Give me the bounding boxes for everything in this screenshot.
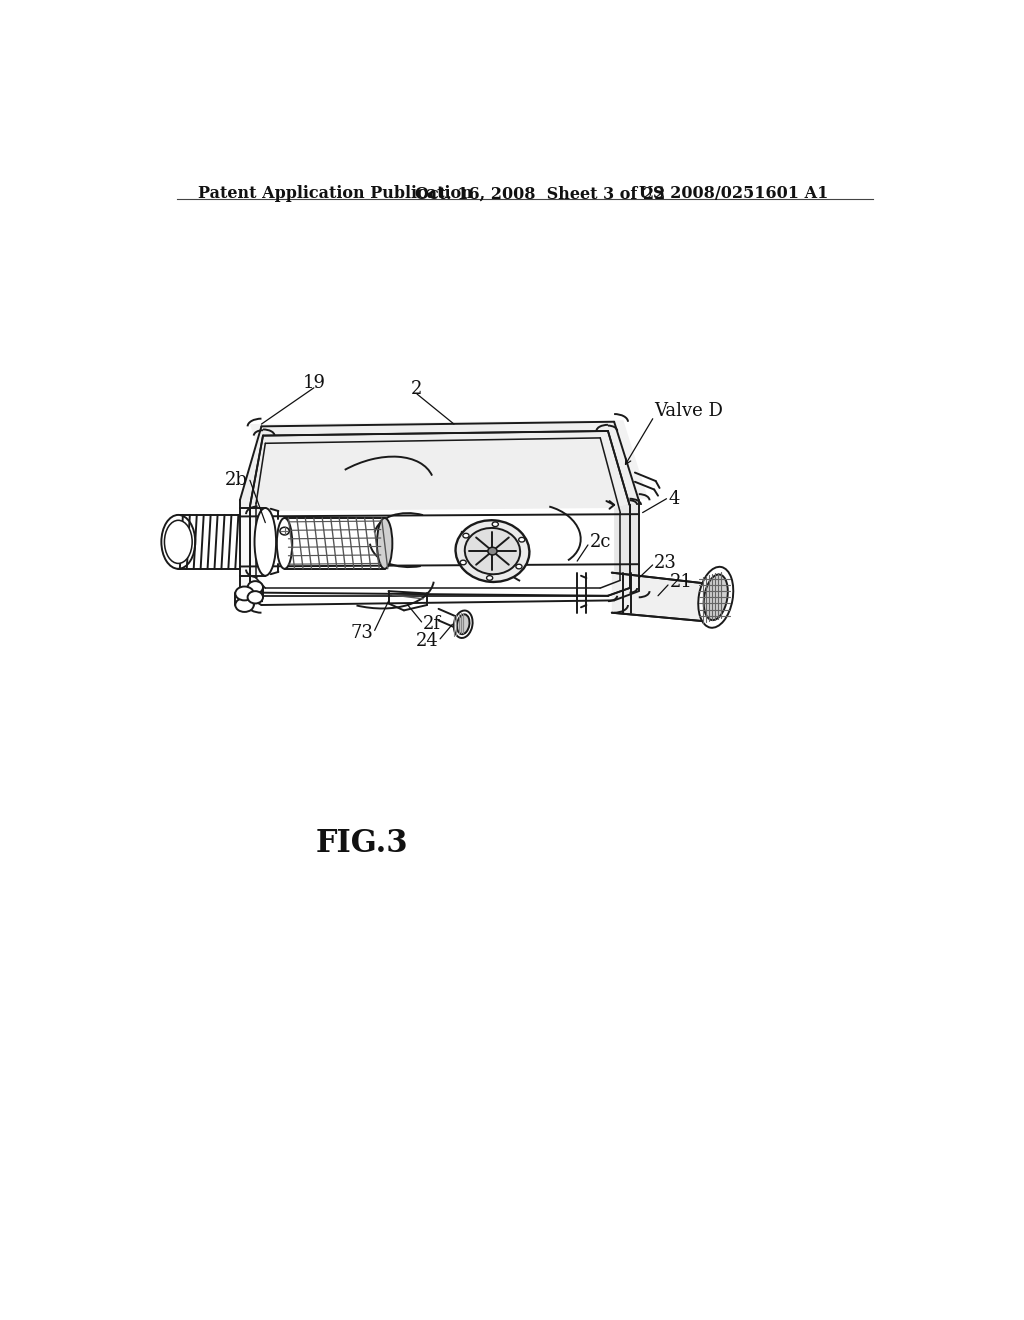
Text: Valve D: Valve D	[654, 403, 723, 420]
Ellipse shape	[703, 574, 728, 620]
Ellipse shape	[165, 520, 193, 564]
Polygon shape	[240, 422, 639, 511]
Polygon shape	[614, 500, 639, 601]
Text: US 2008/0251601 A1: US 2008/0251601 A1	[639, 185, 828, 202]
Ellipse shape	[280, 527, 289, 535]
Text: 2: 2	[412, 380, 423, 399]
Ellipse shape	[463, 533, 469, 539]
Ellipse shape	[454, 611, 473, 638]
Ellipse shape	[457, 614, 470, 634]
Ellipse shape	[460, 560, 466, 565]
Text: 21: 21	[670, 573, 692, 591]
Text: 23: 23	[654, 553, 677, 572]
Ellipse shape	[248, 591, 263, 603]
Polygon shape	[250, 420, 648, 503]
Ellipse shape	[236, 586, 254, 601]
Ellipse shape	[516, 564, 522, 569]
Ellipse shape	[519, 537, 525, 543]
Text: FIG.3: FIG.3	[315, 828, 408, 859]
Ellipse shape	[162, 515, 196, 569]
Ellipse shape	[456, 520, 529, 582]
Ellipse shape	[377, 517, 392, 569]
Ellipse shape	[255, 508, 276, 576]
Text: 2c: 2c	[590, 533, 611, 550]
Text: 73: 73	[350, 624, 373, 642]
Text: 24: 24	[416, 632, 438, 651]
Text: 4: 4	[668, 490, 679, 508]
Text: 19: 19	[302, 375, 326, 392]
Text: 2b: 2b	[224, 471, 248, 490]
Ellipse shape	[236, 598, 254, 612]
Ellipse shape	[486, 576, 493, 581]
Polygon shape	[611, 573, 712, 622]
Ellipse shape	[248, 581, 263, 594]
Text: 2f: 2f	[423, 615, 441, 634]
Text: Oct. 16, 2008  Sheet 3 of 22: Oct. 16, 2008 Sheet 3 of 22	[416, 185, 666, 202]
Ellipse shape	[698, 566, 733, 628]
Ellipse shape	[487, 548, 497, 554]
Ellipse shape	[276, 517, 292, 569]
Text: Patent Application Publication: Patent Application Publication	[199, 185, 473, 202]
Ellipse shape	[465, 528, 520, 574]
Ellipse shape	[493, 521, 499, 527]
Polygon shape	[240, 500, 261, 605]
